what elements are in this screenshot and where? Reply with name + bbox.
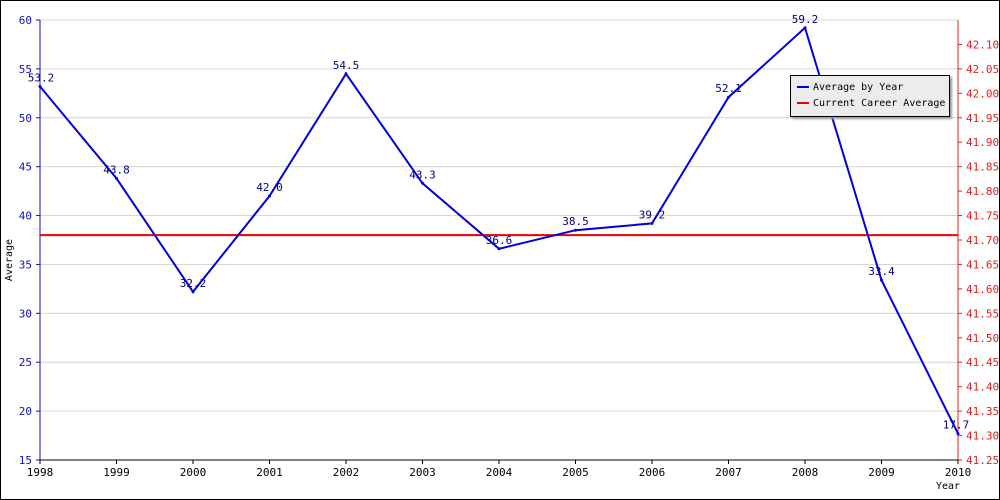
y-right-tick-label: 41.25 (966, 454, 999, 467)
y-left-tick-label: 40 (19, 210, 32, 223)
y-left-tick-label: 20 (19, 405, 32, 418)
y-left-tick-label: 50 (19, 112, 32, 125)
y-right-tick-label: 41.90 (966, 136, 999, 149)
data-point (268, 194, 271, 198)
y-right-tick-label: 41.75 (966, 210, 999, 223)
data-point (115, 176, 118, 180)
data-label: 42.0 (256, 181, 283, 194)
y-right-tick-label: 41.60 (966, 283, 999, 296)
legend-item-career-average: Current Career Average (797, 96, 945, 110)
data-label: 53.2 (28, 71, 55, 84)
y-right-tick-label: 41.30 (966, 430, 999, 443)
y-left-tick-label: 30 (19, 307, 32, 320)
data-point (344, 72, 348, 76)
y-right-tick-label: 41.70 (966, 234, 999, 247)
data-point (38, 84, 42, 88)
legend-swatch-career-average (797, 102, 809, 104)
data-point (803, 26, 807, 30)
data-label: 54.5 (333, 59, 360, 72)
x-tick-label: 2002 (333, 466, 360, 479)
y-right-tick-label: 41.95 (966, 112, 999, 125)
y-right-tick-label: 42.05 (966, 63, 999, 76)
data-point (191, 290, 195, 294)
x-tick-label: 2000 (180, 466, 207, 479)
data-label: 43.8 (103, 163, 130, 176)
x-tick-label: 2009 (868, 466, 895, 479)
x-tick-label: 1999 (103, 466, 130, 479)
x-tick-label: 2004 (486, 466, 513, 479)
y-right-tick-label: 42.10 (966, 38, 999, 51)
legend: Average by Year Current Career Average (790, 75, 950, 117)
x-tick-label: 2001 (256, 466, 283, 479)
y-right-tick-label: 41.40 (966, 381, 999, 394)
y-right-tick-label: 41.65 (966, 258, 999, 271)
y-right-tick-label: 41.85 (966, 161, 999, 174)
data-point (574, 228, 577, 232)
data-label: 36.6 (486, 234, 513, 247)
y-left-tick-label: 25 (19, 356, 32, 369)
data-label: 32.2 (180, 277, 207, 290)
data-point (421, 181, 424, 185)
x-tick-label: 1998 (27, 466, 54, 479)
y-right-tick-label: 41.45 (966, 356, 999, 369)
y-left-tick-label: 35 (19, 258, 32, 271)
data-point (650, 221, 654, 225)
x-tick-label: 2008 (792, 466, 819, 479)
y-left-tick-label: 15 (19, 454, 32, 467)
data-label: 33.4 (868, 265, 895, 278)
x-tick-label: 2010 (945, 466, 972, 479)
y-left-tick-label: 60 (19, 14, 32, 27)
y-right-tick-label: 41.55 (966, 307, 999, 320)
y-left-tick-label: 55 (19, 63, 32, 76)
data-label: 39.2 (639, 208, 666, 221)
y-right-tick-label: 41.80 (966, 185, 999, 198)
y-axis-title: Average (4, 239, 15, 281)
legend-item-average-by-year: Average by Year (797, 80, 903, 94)
y-left-tick-label: 45 (19, 161, 32, 174)
data-label: 17.7 (943, 419, 970, 432)
legend-label-average-by-year: Average by Year (813, 81, 904, 93)
legend-swatch-average-by-year (797, 86, 809, 88)
x-tick-label: 2007 (715, 466, 742, 479)
y-right-tick-label: 41.50 (966, 332, 999, 345)
data-label: 43.3 (409, 168, 436, 181)
y-right-tick-label: 42.00 (966, 87, 999, 100)
data-point (880, 278, 883, 282)
y-right-tick-label: 41.35 (966, 405, 999, 418)
data-point (497, 247, 501, 251)
data-label: 38.5 (562, 215, 589, 228)
data-label: 52.1 (715, 82, 742, 95)
data-point (956, 432, 960, 436)
x-axis-title: Year (936, 481, 960, 492)
x-tick-label: 2003 (409, 466, 436, 479)
x-tick-label: 2006 (639, 466, 666, 479)
data-label: 59.2 (792, 13, 819, 26)
legend-label-career-average: Current Career Average (813, 97, 946, 109)
data-point (727, 95, 730, 99)
x-tick-label: 2005 (562, 466, 589, 479)
